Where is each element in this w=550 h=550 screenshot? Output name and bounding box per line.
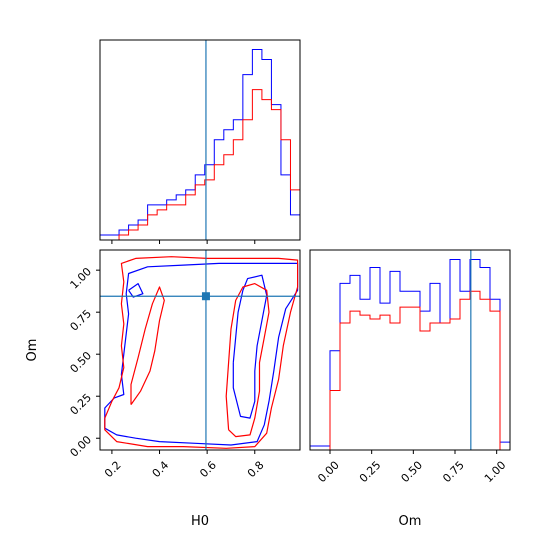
contour-series_a-2: [232, 274, 268, 419]
joint-x-tick-label: 0.6: [197, 459, 219, 481]
contour-series_b-5: [225, 283, 270, 438]
om-marginal-frame: [309, 249, 511, 451]
joint-y-tick-label: 0.75: [68, 307, 95, 334]
x-axis-label-h0: H0: [191, 514, 209, 529]
joint-frame: [99, 249, 301, 451]
contour-series_a-0: [104, 262, 299, 446]
h0-histogram-series_a: [99, 49, 300, 240]
joint-y-tick-label: 0.25: [68, 391, 95, 418]
joint-panel: [96, 249, 301, 454]
h0-histogram-series_b: [100, 89, 300, 241]
om-x-tick-label: 0.25: [357, 459, 384, 486]
joint-y-tick-label: 1.00: [68, 265, 95, 292]
om-x-tick-label: 0.75: [440, 459, 467, 486]
om-histogram-series_a: [309, 259, 511, 450]
om-marginal-panel: [309, 249, 511, 454]
joint-contours: [104, 256, 299, 449]
joint-y-tick-label: 0.50: [68, 349, 95, 376]
joint-x-tick-label: 0.8: [245, 459, 267, 481]
joint-x-tick-label: 0.4: [150, 459, 172, 481]
h0-marginal-frame: [99, 39, 301, 241]
joint-y-tick-label: 0.00: [68, 433, 95, 460]
joint-truth-marker: [201, 292, 210, 301]
om-x-tick-label: 0.00: [315, 459, 342, 486]
h0-marginal-panel: [99, 39, 301, 244]
contour-series_a-1: [128, 283, 144, 298]
om-histogram-series_b: [310, 290, 510, 451]
y-axis-label-om: Om: [25, 339, 40, 362]
om-x-tick-label: 0.50: [399, 459, 426, 486]
contour-series_b-3: [104, 256, 299, 449]
x-axis-label-om: Om: [399, 514, 422, 529]
joint-x-tick-label: 0.2: [102, 459, 124, 481]
contour-series_b-4: [130, 286, 165, 405]
om-x-tick-label: 1.00: [482, 459, 509, 486]
